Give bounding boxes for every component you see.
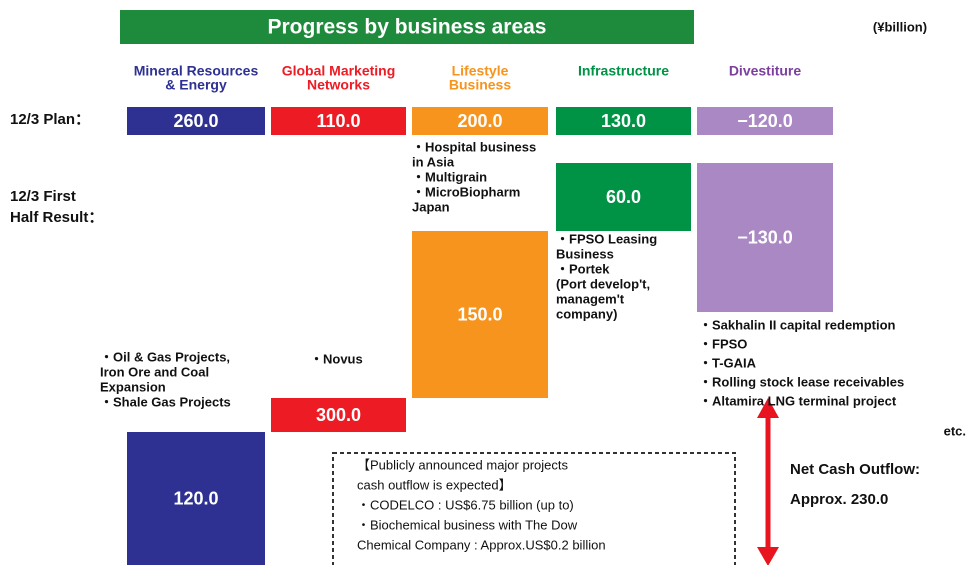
result-value: 60.0 bbox=[606, 187, 641, 207]
note: ・Sakhalin II capital redemption bbox=[699, 317, 896, 332]
note: ・Novus bbox=[310, 351, 363, 366]
column-header: Infrastructure bbox=[578, 63, 669, 79]
note: company) bbox=[556, 306, 617, 321]
plan-value: 130.0 bbox=[601, 111, 646, 131]
note: ・FPSO bbox=[699, 336, 747, 351]
note: ・MicroBiopharm bbox=[412, 184, 520, 199]
note: managem't bbox=[556, 291, 625, 306]
result-value: −130.0 bbox=[737, 227, 793, 247]
plan-box bbox=[697, 107, 833, 135]
column-header: Mineral Resources bbox=[134, 63, 259, 79]
column-header: & Energy bbox=[165, 77, 227, 93]
plan-box bbox=[556, 107, 691, 135]
result-box bbox=[697, 163, 833, 312]
plan-value: 110.0 bbox=[316, 111, 360, 131]
plan-value: 200.0 bbox=[457, 111, 502, 131]
column-header: Networks bbox=[307, 77, 370, 93]
result-value: 120.0 bbox=[173, 488, 218, 508]
box-text: Chemical Company : Approx.US$0.2 billion bbox=[357, 537, 606, 552]
arrow bbox=[757, 398, 779, 565]
box-text: cash outflow is expected】 bbox=[357, 477, 512, 492]
result-box bbox=[127, 432, 265, 565]
note: Japan bbox=[412, 199, 450, 214]
note: ・Shale Gas Projects bbox=[100, 394, 231, 409]
note: ・Multigrain bbox=[412, 169, 487, 184]
column-header: Lifestyle bbox=[452, 63, 509, 79]
column-header: Divestiture bbox=[729, 63, 802, 79]
note: ・Rolling stock lease receivables bbox=[699, 374, 904, 389]
result-box bbox=[271, 398, 406, 432]
result-value: 150.0 bbox=[457, 304, 502, 324]
plan-box bbox=[127, 107, 265, 135]
note: in Asia bbox=[412, 154, 455, 169]
plan-box bbox=[271, 107, 406, 135]
plan-box bbox=[412, 107, 548, 135]
result-value: 300.0 bbox=[316, 405, 361, 425]
note: ・Oil & Gas Projects, bbox=[100, 349, 230, 364]
note: Iron Ore and Coal bbox=[100, 364, 209, 379]
note: ・Portek bbox=[556, 261, 610, 276]
note: (Port develop't, bbox=[556, 276, 650, 291]
unit: (¥billion) bbox=[873, 19, 927, 34]
plan-value: 260.0 bbox=[173, 111, 218, 131]
row-label: 12/3 First bbox=[10, 188, 76, 205]
note: ・Hospital business bbox=[412, 139, 536, 154]
note: ・FPSO Leasing bbox=[556, 231, 657, 246]
note: Expansion bbox=[100, 379, 166, 394]
note: etc. bbox=[944, 423, 966, 438]
box-text: 【Publicly announced major projects bbox=[357, 457, 568, 472]
title: Progress by business areas bbox=[268, 16, 547, 39]
note: ・T-GAIA bbox=[699, 355, 757, 370]
title-bar bbox=[120, 10, 694, 44]
result-box bbox=[556, 163, 691, 231]
net-cash: Net Cash Outflow: bbox=[790, 461, 920, 478]
column-header: Business bbox=[449, 77, 511, 93]
result-box bbox=[412, 231, 548, 398]
dashed-box bbox=[332, 452, 736, 565]
column-header: Global Marketing bbox=[282, 63, 396, 79]
plan-value: −120.0 bbox=[737, 111, 793, 131]
note: ・Altamira LNG terminal project bbox=[699, 393, 897, 408]
box-text: ・CODELCO : US$6.75 billion (up to) bbox=[357, 497, 574, 512]
note: Business bbox=[556, 246, 614, 261]
net-cash: Approx. 230.0 bbox=[790, 491, 888, 508]
row-label: Half Result： bbox=[10, 209, 103, 226]
box-text: ・Biochemical business with The Dow bbox=[357, 517, 578, 532]
row-label: 12/3 Plan： bbox=[10, 111, 90, 128]
